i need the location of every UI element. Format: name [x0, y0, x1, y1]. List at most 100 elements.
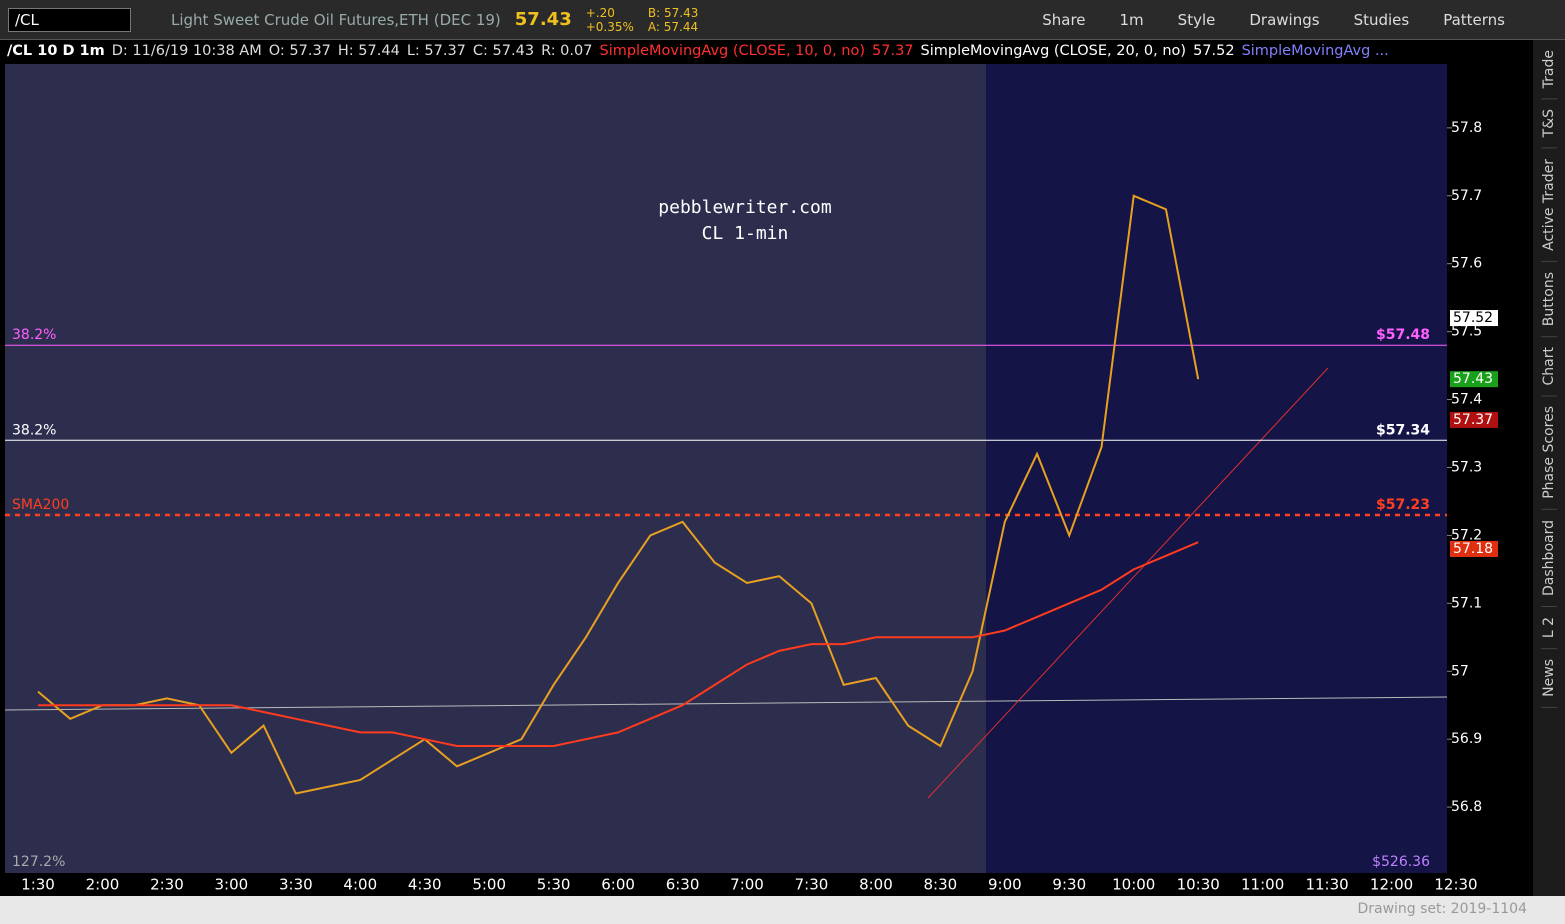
- y-tick-label: 56.8: [1451, 799, 1482, 815]
- x-tick-label: 4:00: [343, 876, 377, 894]
- x-tick-label: 7:30: [795, 876, 829, 894]
- x-tick-label: 3:00: [215, 876, 249, 894]
- bid: B: 57.43: [647, 5, 699, 20]
- x-tick-label: 5:30: [537, 876, 571, 894]
- level-label: 38.2%: [12, 422, 56, 438]
- toolbar-button[interactable]: Studies: [1353, 10, 1410, 29]
- price-badge-label: 57.43: [1453, 371, 1493, 387]
- change-pct: +0.35%: [585, 19, 634, 34]
- toolbar-button[interactable]: Style: [1177, 10, 1216, 29]
- x-tick-label: 6:30: [666, 876, 700, 894]
- study-value: 57.37: [872, 43, 914, 59]
- annotation: CL 1-min: [702, 223, 789, 244]
- toolbar-button[interactable]: Patterns: [1443, 10, 1505, 29]
- header-item: H: 57.44: [337, 43, 400, 59]
- price-badge: [1450, 371, 1498, 388]
- x-tick-label: 6:00: [601, 876, 635, 894]
- study-name: SimpleMovingAvg ...: [1241, 43, 1389, 59]
- y-tick-label: 57.2: [1451, 527, 1482, 543]
- toolbar-button[interactable]: 1m: [1119, 10, 1144, 29]
- price-badge: [1450, 411, 1498, 428]
- session-bg: [5, 64, 986, 873]
- x-tick-label: 12:00: [1370, 876, 1413, 894]
- price-badge-label: 57.37: [1453, 412, 1493, 428]
- description: Light Sweet Crude Oil Futures,ETH (DEC 1…: [171, 10, 501, 29]
- symbol-box[interactable]: /CL: [8, 7, 131, 32]
- note: 127.2%: [12, 854, 65, 870]
- toolbar-button[interactable]: Share: [1042, 10, 1086, 29]
- level-price: $57.34: [1376, 422, 1430, 438]
- x-tick-label: 10:30: [1177, 876, 1220, 894]
- header-item: R: 0.07: [541, 43, 593, 59]
- header-item: D: 11/6/19 10:38 AM: [111, 43, 262, 59]
- y-tick-label: 56.9: [1451, 731, 1482, 747]
- y-tick-label: 57.4: [1451, 392, 1482, 408]
- x-tick-label: 5:00: [472, 876, 506, 894]
- side-tab[interactable]: L 2: [1541, 606, 1557, 650]
- x-tick-label: 4:30: [408, 876, 442, 894]
- side-tabs: Trade T&S Active Trader Buttons Chart Phase S…: [1533, 40, 1565, 896]
- y-tick-label: 57: [1451, 663, 1469, 679]
- side-tab[interactable]: Buttons: [1541, 261, 1557, 337]
- price-badge: [1450, 540, 1498, 557]
- x-tick-label: 3:30: [279, 876, 313, 894]
- study-value: 57.52: [1193, 43, 1235, 59]
- drawing-set: Drawing set: 2019-1104: [1357, 901, 1527, 917]
- price-line: [38, 541, 1199, 747]
- x-tick-label: 11:30: [1305, 876, 1348, 894]
- chart: pebblewriter.com CL 1-min 56.8 56.9 57 57.1…: [4, 64, 1498, 894]
- level-price: $57.48: [1376, 327, 1430, 343]
- header-item: /CL 10 D 1m: [7, 43, 105, 59]
- header-item: O: 57.37: [268, 43, 331, 59]
- x-tick-label: 11:00: [1241, 876, 1284, 894]
- y-tick-label: 57.6: [1451, 256, 1482, 272]
- level-price: $57.23: [1376, 497, 1430, 513]
- x-tick-label: 2:00: [86, 876, 120, 894]
- study-name: SimpleMovingAvg (CLOSE, 10, 0, no): [599, 43, 866, 59]
- x-tick-label: 2:30: [150, 876, 184, 894]
- side-tab[interactable]: Chart: [1541, 336, 1557, 397]
- x-tick-label: 10:00: [1112, 876, 1155, 894]
- quote: B: 57.43 A: 57.44: [648, 6, 698, 34]
- x-tick-label: 1:30: [21, 876, 55, 894]
- side-tab[interactable]: Active Trader: [1541, 148, 1557, 262]
- side-tab[interactable]: Trade: [1541, 40, 1557, 100]
- side-tab[interactable]: Dashboard: [1541, 510, 1557, 607]
- side-tab[interactable]: News: [1541, 649, 1557, 708]
- y-tick-label: 57.7: [1451, 188, 1482, 204]
- ask: A: 57.44: [647, 19, 699, 34]
- footer: Drawing set: 2019-1104: [0, 896, 1565, 924]
- price-line: [37, 194, 1200, 795]
- y-tick-label: 57.3: [1451, 459, 1482, 475]
- x-tick-label: 8:30: [924, 876, 958, 894]
- x-tick-label: 9:00: [988, 876, 1022, 894]
- last-price: 57.43: [514, 9, 572, 30]
- toolbar-button[interactable]: Drawings: [1249, 10, 1320, 29]
- x-tick-label: 7:00: [730, 876, 764, 894]
- x-tick-label: 12:30: [1434, 876, 1477, 894]
- study-name: SimpleMovingAvg (CLOSE, 20, 0, no): [920, 43, 1187, 59]
- side-tab[interactable]: T&S: [1541, 99, 1557, 149]
- side-tab[interactable]: Phase Scores: [1541, 396, 1557, 510]
- y-tick-label: 57.8: [1451, 120, 1482, 136]
- x-tick-label: 9:30: [1052, 876, 1086, 894]
- chart-header: /CL 10 D 1m D: 11/6/19 10:38 AM O: 57.37 H:…: [0, 40, 1447, 62]
- x-tick-label: 8:00: [859, 876, 893, 894]
- price-badge-label: 57.52: [1453, 310, 1493, 326]
- toolbar: /CL Light Sweet Crude Oil Futures,ETH (D…: [0, 0, 1565, 40]
- price-badge-label: 57.18: [1453, 541, 1493, 557]
- trend-line: [927, 367, 1329, 799]
- note: $526.36: [1372, 854, 1430, 870]
- annotation: pebblewriter.com: [658, 197, 831, 218]
- price-badge: [1450, 310, 1498, 327]
- header-item: C: 57.43: [472, 43, 535, 59]
- change-abs: +.20: [585, 5, 615, 20]
- y-tick-label: 57.5: [1451, 324, 1482, 340]
- level-label: 38.2%: [12, 327, 56, 343]
- header-item: L: 57.37: [406, 43, 466, 59]
- session-bg: [986, 64, 1447, 873]
- y-tick-label: 57.1: [1451, 595, 1482, 611]
- buttons: Share 1m Style Drawings Studies Patterns: [1042, 11, 1505, 29]
- change: +.20 +0.35%: [586, 6, 634, 34]
